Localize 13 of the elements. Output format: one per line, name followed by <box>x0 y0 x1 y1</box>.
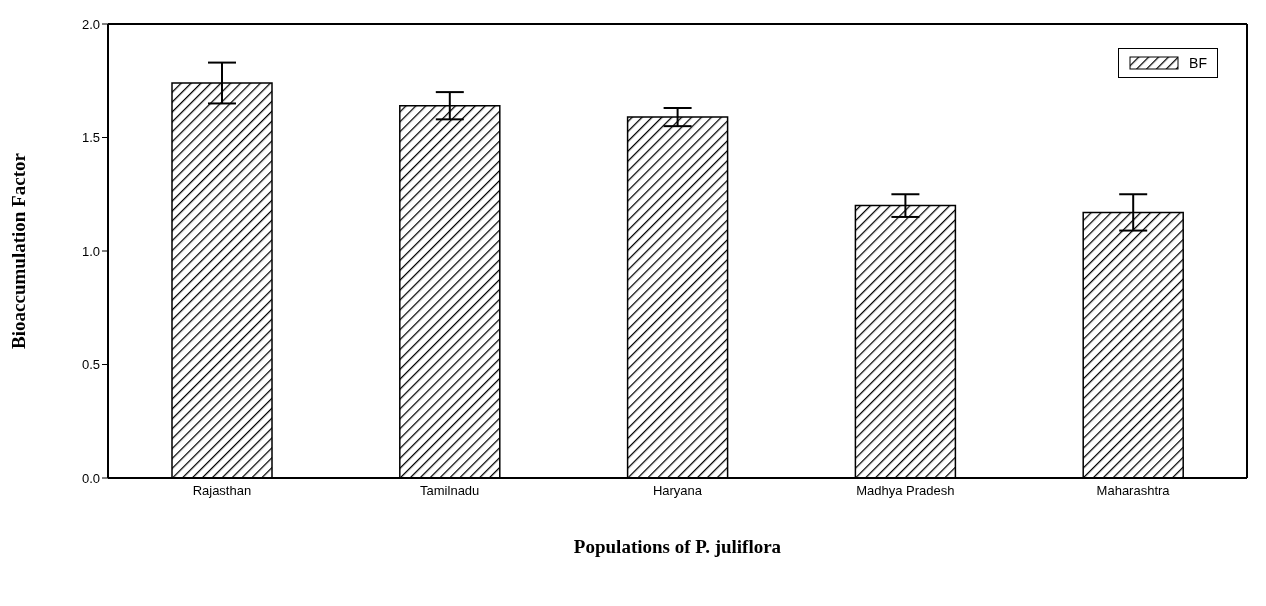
y-tick-label: 2.0 <box>81 16 100 32</box>
y-tick-label: 0.5 <box>81 357 100 373</box>
x-tick-label: Haryana <box>652 483 703 499</box>
x-axis-title: Populations of P. juliflora <box>573 536 782 557</box>
x-tick-label: Maharashtra <box>1096 483 1171 499</box>
y-tick-label: 1.0 <box>81 243 100 259</box>
legend-label: BF <box>1189 55 1207 71</box>
y-axis-title: Bioaccumulation Factor <box>7 152 29 349</box>
x-tick-label: Madhya Pradesh <box>856 483 955 499</box>
x-tick-label: Tamilnadu <box>420 483 480 499</box>
x-tick-label: Rajasthan <box>192 483 252 499</box>
y-tick-label: 1.5 <box>81 130 100 146</box>
y-tick-label: 0.0 <box>81 470 100 486</box>
